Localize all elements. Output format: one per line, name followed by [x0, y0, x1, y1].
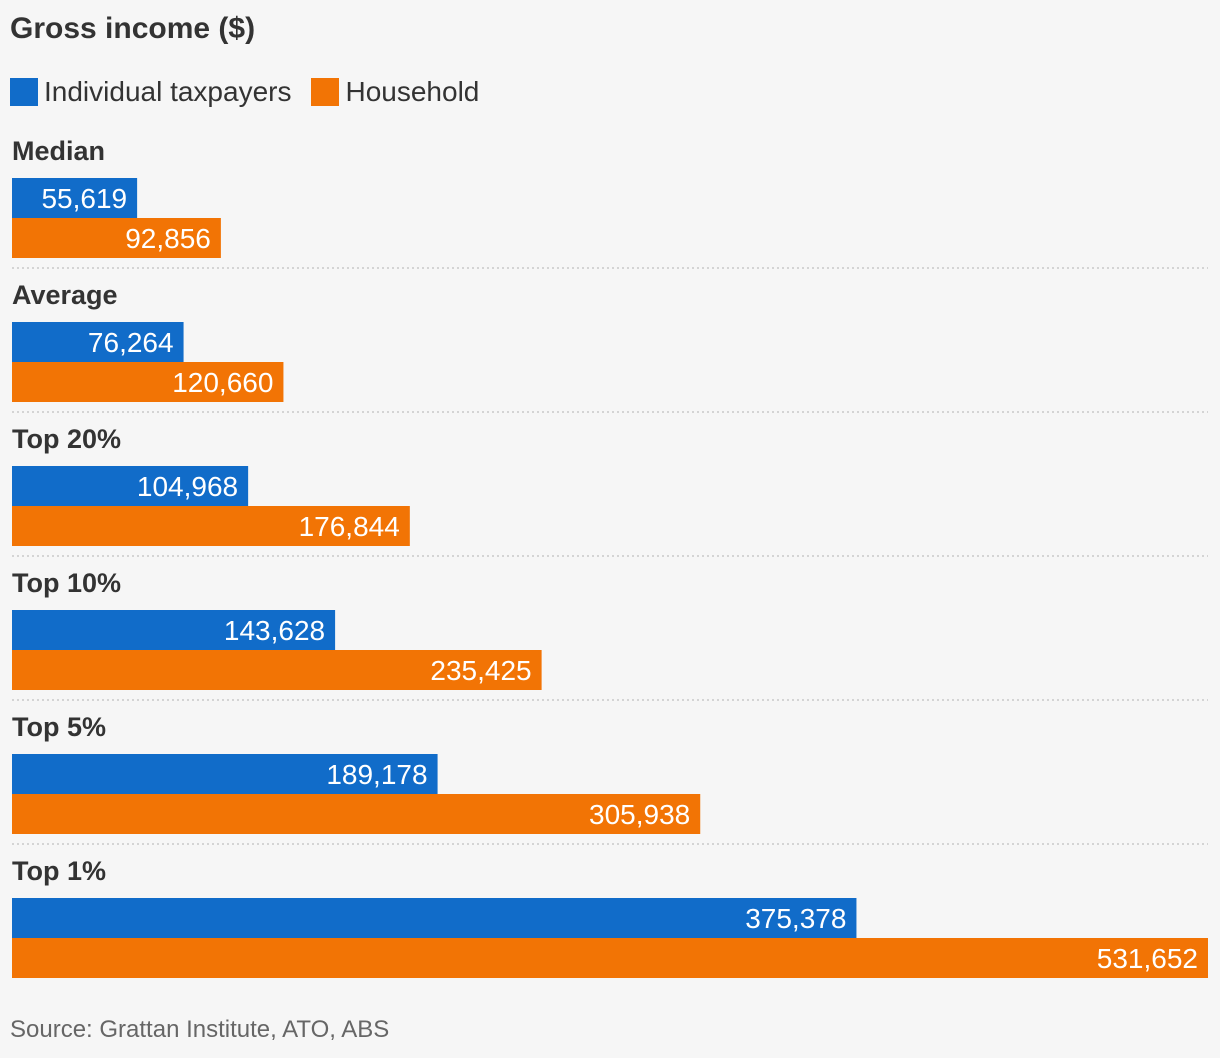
category-label-average: Average — [12, 280, 118, 310]
bar-top-5-household — [12, 794, 701, 834]
value-label-top-1-individual: 375,378 — [745, 903, 846, 934]
category-label-top-5: Top 5% — [12, 712, 106, 742]
bar-top-1-individual — [12, 898, 857, 938]
bar-median-household — [12, 218, 221, 258]
category-label-top-1: Top 1% — [12, 856, 106, 886]
category-label-top-20: Top 20% — [12, 424, 121, 454]
bar-top-20-individual — [12, 466, 249, 506]
bar-top-1-household — [12, 938, 1208, 978]
value-label-top-5-individual: 189,178 — [326, 759, 427, 790]
value-label-top-20-household: 176,844 — [299, 511, 400, 542]
legend-item-individual: Individual taxpayers — [10, 76, 291, 108]
legend-swatch-individual — [10, 78, 38, 106]
category-label-median: Median — [12, 136, 105, 166]
value-label-median-individual: 55,619 — [41, 183, 127, 214]
legend-label-individual: Individual taxpayers — [44, 76, 292, 107]
bar-average-individual — [12, 322, 184, 362]
value-label-average-individual: 76,264 — [88, 327, 174, 358]
bar-top-10-household — [12, 650, 542, 690]
legend-item-household: Household — [311, 76, 479, 108]
legend-label-household: Household — [345, 76, 480, 107]
chart-title: Gross income ($) — [10, 12, 256, 45]
source-note: Source: Grattan Institute, ATO, ABS — [10, 1016, 390, 1043]
category-label-top-10: Top 10% — [12, 568, 121, 598]
bar-median-individual — [12, 178, 138, 218]
bar-average-household — [12, 362, 284, 402]
legend-swatch-household — [311, 78, 340, 106]
value-label-top-20-individual: 104,968 — [137, 471, 238, 502]
value-label-top-10-individual: 143,628 — [224, 615, 325, 646]
legend: Individual taxpayers Household — [10, 76, 499, 108]
bar-top-5-individual — [12, 754, 438, 794]
bar-top-20-household — [12, 506, 410, 546]
value-label-top-10-household: 235,425 — [430, 655, 531, 686]
value-label-median-household: 92,856 — [125, 223, 211, 254]
value-label-average-household: 120,660 — [172, 367, 273, 398]
value-label-top-1-household: 531,652 — [1097, 943, 1198, 974]
value-label-top-5-household: 305,938 — [589, 799, 690, 830]
bar-top-10-individual — [12, 610, 336, 650]
